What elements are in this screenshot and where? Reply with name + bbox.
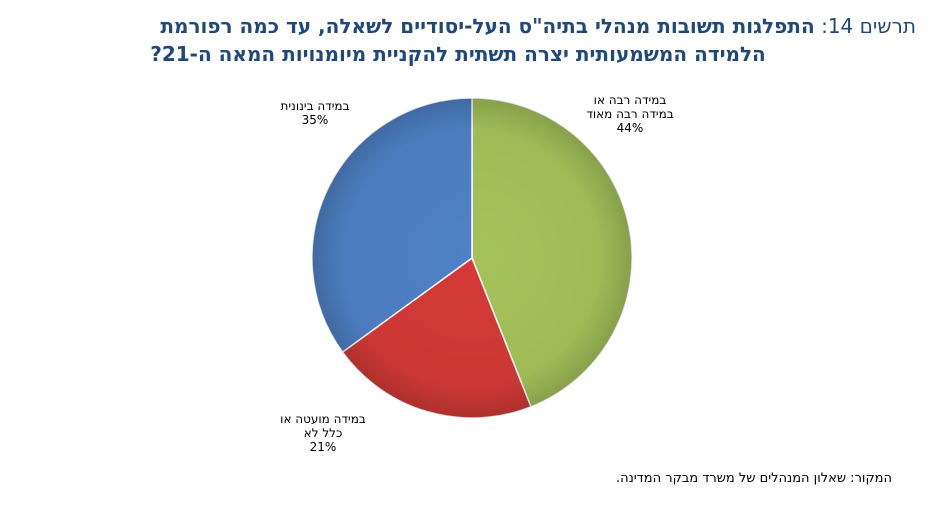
chart-title-line1: התפלגות תשובות מנהלי בתיה"ס העל-יסודיים …: [160, 14, 815, 38]
slice-label-2: במידה מועטה או כלל לא 21%: [258, 412, 388, 454]
slice-percent-label: 44%: [616, 121, 644, 135]
slice-label-3: במידה בינונית 35%: [250, 99, 380, 127]
slice-label-1: במידה רבה או במידה רבה מאוד 44%: [560, 93, 700, 135]
slice-label-line: במידה רבה או: [593, 93, 667, 107]
chart-title-prefix: תרשים 14:: [821, 14, 916, 38]
slice-label-line: במידה בינונית: [280, 99, 350, 113]
slice-percent-label: 21%: [309, 440, 337, 454]
pie-shading: [312, 98, 632, 418]
slice-percent-label: 35%: [301, 113, 329, 127]
chart-title: תרשים 14: התפלגות תשובות מנהלי בתיה"ס הע…: [0, 12, 916, 68]
slice-label-line: במידה מועטה או: [280, 412, 366, 426]
slice-label-line: כלל לא: [303, 426, 343, 440]
source-note: המקור: שאלון המנהלים של משרד מבקר המדינה…: [615, 471, 892, 486]
slice-label-line: במידה רבה מאוד: [586, 107, 674, 121]
chart-title-line2: הלמידה המשמעותית יצרה תשתית להקניית מיומ…: [150, 42, 766, 66]
